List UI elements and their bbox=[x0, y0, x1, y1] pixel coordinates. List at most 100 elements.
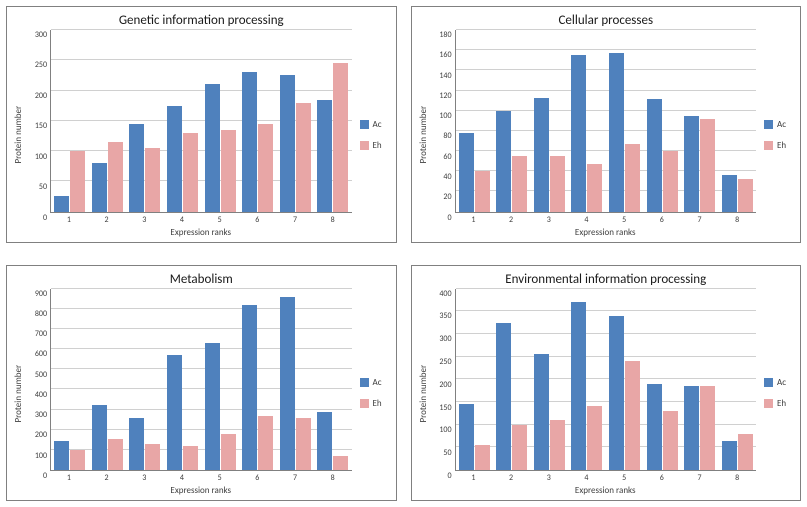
x-axis: 12345678 bbox=[431, 213, 757, 225]
chart-body: Protein number18016014012010080604020012… bbox=[416, 30, 797, 240]
bar-eh bbox=[296, 103, 311, 212]
x-tick-label: 2 bbox=[88, 473, 126, 483]
x-tick-label: 1 bbox=[50, 215, 88, 225]
x-tick-label: 5 bbox=[605, 473, 643, 483]
bar-group bbox=[276, 30, 314, 212]
bar-group bbox=[493, 289, 531, 471]
bar-group bbox=[126, 30, 164, 212]
bar-eh bbox=[108, 439, 123, 470]
plot-area bbox=[455, 30, 757, 213]
bar-ac bbox=[534, 98, 549, 212]
x-tick-label: 4 bbox=[568, 473, 606, 483]
bar-group bbox=[606, 289, 644, 471]
bar-eh bbox=[258, 416, 273, 470]
legend-swatch bbox=[360, 378, 369, 387]
panel-environmental: Environmental information processingProt… bbox=[411, 265, 802, 502]
bar-ac bbox=[92, 163, 107, 211]
bar-ac bbox=[54, 196, 69, 211]
bar-ac bbox=[571, 55, 586, 211]
chart-body: Protein number30025020015010050012345678… bbox=[11, 30, 392, 240]
bar-group bbox=[568, 30, 606, 212]
bar-group bbox=[164, 30, 202, 212]
bar-group bbox=[51, 30, 89, 212]
x-tick-label: 5 bbox=[201, 473, 239, 483]
legend: AcEh bbox=[352, 30, 392, 240]
x-tick-label: 2 bbox=[492, 215, 530, 225]
bar-eh bbox=[625, 361, 640, 470]
bar-ac bbox=[496, 111, 511, 212]
bar-eh bbox=[70, 151, 85, 212]
legend-label: Eh bbox=[373, 398, 382, 409]
bar-eh bbox=[70, 450, 85, 470]
bar-ac bbox=[534, 354, 549, 470]
bar-ac bbox=[459, 133, 474, 212]
bar-group bbox=[531, 30, 569, 212]
legend-label: Eh bbox=[777, 140, 786, 151]
y-axis: 9008007006005004003002001000 bbox=[26, 289, 50, 472]
bar-ac bbox=[609, 316, 624, 470]
bar-group bbox=[643, 30, 681, 212]
x-tick-label: 3 bbox=[125, 215, 163, 225]
legend-swatch bbox=[360, 399, 369, 408]
x-axis: 12345678 bbox=[431, 471, 757, 483]
panel-cellular: Cellular processesProtein number18016014… bbox=[411, 6, 802, 243]
y-axis: 400350300250200150100500 bbox=[431, 289, 455, 472]
bar-group bbox=[314, 30, 352, 212]
bar-group bbox=[568, 289, 606, 471]
x-tick-label: 7 bbox=[276, 215, 314, 225]
bar-group bbox=[239, 289, 277, 471]
bar-ac bbox=[129, 124, 144, 212]
bar-group bbox=[89, 30, 127, 212]
x-tick-label: 5 bbox=[201, 215, 239, 225]
bar-ac bbox=[205, 343, 220, 470]
x-tick-label: 6 bbox=[643, 215, 681, 225]
y-axis-label: Protein number bbox=[11, 30, 26, 240]
bar-ac bbox=[54, 441, 69, 470]
x-tick-label: 8 bbox=[314, 215, 352, 225]
bar-eh bbox=[221, 130, 236, 212]
bar-ac bbox=[609, 53, 624, 211]
legend-label: Eh bbox=[777, 398, 786, 409]
x-tick-label: 7 bbox=[276, 473, 314, 483]
legend-item-ac: Ac bbox=[764, 119, 790, 130]
legend-swatch bbox=[764, 141, 773, 150]
bar-eh bbox=[296, 418, 311, 470]
bar-group bbox=[201, 289, 239, 471]
legend-swatch bbox=[764, 399, 773, 408]
bar-ac bbox=[242, 72, 257, 211]
bar-eh bbox=[550, 156, 565, 211]
x-tick-label: 6 bbox=[238, 215, 276, 225]
x-tick-label: 7 bbox=[681, 215, 719, 225]
bar-eh bbox=[475, 171, 490, 211]
x-tick-label: 4 bbox=[568, 215, 606, 225]
bar-ac bbox=[167, 355, 182, 470]
legend-label: Ac bbox=[777, 377, 786, 388]
x-tick-label: 7 bbox=[681, 473, 719, 483]
bar-group bbox=[718, 30, 756, 212]
panel-metabolism: MetabolismProtein number9008007006005004… bbox=[6, 265, 397, 502]
legend-item-eh: Eh bbox=[360, 140, 386, 151]
legend-swatch bbox=[764, 120, 773, 129]
legend-item-ac: Ac bbox=[764, 377, 790, 388]
legend: Ac Eh bbox=[756, 30, 796, 240]
bar-eh bbox=[625, 144, 640, 212]
x-tick-label: 1 bbox=[455, 215, 493, 225]
x-tick-label: 1 bbox=[455, 473, 493, 483]
panel-title: Environmental information processing bbox=[416, 272, 797, 287]
x-tick-label: 6 bbox=[238, 473, 276, 483]
bar-eh bbox=[145, 444, 160, 470]
bar-eh bbox=[738, 179, 753, 211]
x-axis-label: Expression ranks bbox=[431, 225, 757, 240]
panel-title: Genetic information processing bbox=[11, 13, 392, 28]
x-tick-label: 3 bbox=[530, 215, 568, 225]
bar-eh bbox=[333, 63, 348, 211]
x-tick-label: 2 bbox=[492, 473, 530, 483]
legend-swatch bbox=[360, 120, 369, 129]
bar-ac bbox=[722, 441, 737, 470]
bar-eh bbox=[512, 425, 527, 470]
bar-eh bbox=[550, 420, 565, 470]
x-tick-label: 4 bbox=[163, 215, 201, 225]
y-axis-label: Protein number bbox=[11, 289, 26, 499]
bar-ac bbox=[92, 405, 107, 470]
legend-swatch bbox=[360, 141, 369, 150]
